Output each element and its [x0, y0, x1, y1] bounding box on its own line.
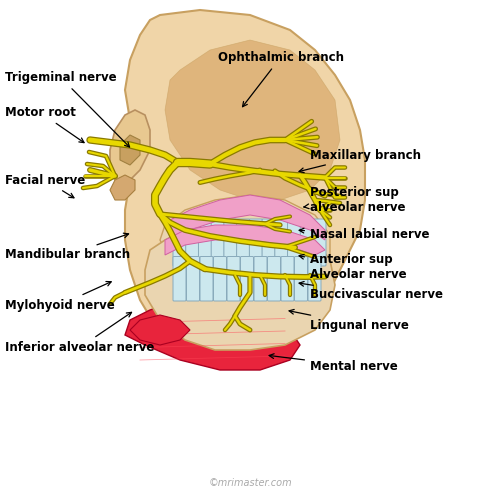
FancyBboxPatch shape	[313, 219, 326, 266]
Text: Mandibular branch: Mandibular branch	[5, 233, 130, 262]
FancyBboxPatch shape	[236, 219, 250, 266]
FancyBboxPatch shape	[186, 219, 198, 266]
FancyBboxPatch shape	[275, 219, 288, 266]
Text: Facial nerve: Facial nerve	[5, 174, 85, 198]
Text: Trigeminal nerve: Trigeminal nerve	[5, 71, 130, 147]
Text: ©mrimaster.com: ©mrimaster.com	[208, 478, 292, 488]
FancyBboxPatch shape	[281, 256, 294, 301]
FancyBboxPatch shape	[288, 219, 300, 266]
Polygon shape	[165, 225, 325, 255]
Polygon shape	[145, 225, 335, 350]
Text: Anterior sup
Alveolar nerve: Anterior sup Alveolar nerve	[299, 254, 406, 281]
Polygon shape	[165, 40, 340, 200]
Text: Buccivascular nerve: Buccivascular nerve	[299, 282, 443, 302]
FancyBboxPatch shape	[224, 219, 237, 266]
Polygon shape	[170, 195, 325, 240]
Text: Ophthalmic branch: Ophthalmic branch	[218, 51, 344, 106]
Polygon shape	[130, 315, 190, 345]
FancyBboxPatch shape	[227, 256, 240, 301]
FancyBboxPatch shape	[214, 256, 226, 301]
FancyBboxPatch shape	[308, 256, 321, 301]
FancyBboxPatch shape	[173, 219, 186, 266]
Text: Mylohyoid nerve: Mylohyoid nerve	[5, 282, 115, 312]
Text: Posterior sup
alveolar nerve: Posterior sup alveolar nerve	[304, 186, 406, 214]
FancyBboxPatch shape	[294, 256, 308, 301]
Text: Maxillary branch: Maxillary branch	[299, 148, 421, 172]
Polygon shape	[110, 110, 150, 180]
FancyBboxPatch shape	[173, 256, 186, 301]
Polygon shape	[120, 135, 140, 165]
FancyBboxPatch shape	[262, 219, 275, 266]
FancyBboxPatch shape	[186, 256, 200, 301]
Text: Motor root: Motor root	[5, 106, 84, 142]
FancyBboxPatch shape	[268, 256, 280, 301]
FancyBboxPatch shape	[254, 256, 267, 301]
FancyBboxPatch shape	[300, 219, 314, 266]
FancyBboxPatch shape	[250, 219, 262, 266]
Polygon shape	[125, 300, 300, 370]
Text: Inferior alveolar nerve: Inferior alveolar nerve	[5, 312, 154, 354]
Text: Mental nerve: Mental nerve	[269, 354, 398, 372]
FancyBboxPatch shape	[200, 256, 213, 301]
Text: Lingunal nerve: Lingunal nerve	[289, 310, 409, 332]
Text: Nasal labial nerve: Nasal labial nerve	[299, 228, 430, 241]
FancyBboxPatch shape	[211, 219, 224, 266]
Polygon shape	[110, 175, 135, 200]
FancyBboxPatch shape	[198, 219, 211, 266]
Polygon shape	[125, 10, 365, 360]
FancyBboxPatch shape	[240, 256, 254, 301]
Polygon shape	[160, 195, 330, 285]
